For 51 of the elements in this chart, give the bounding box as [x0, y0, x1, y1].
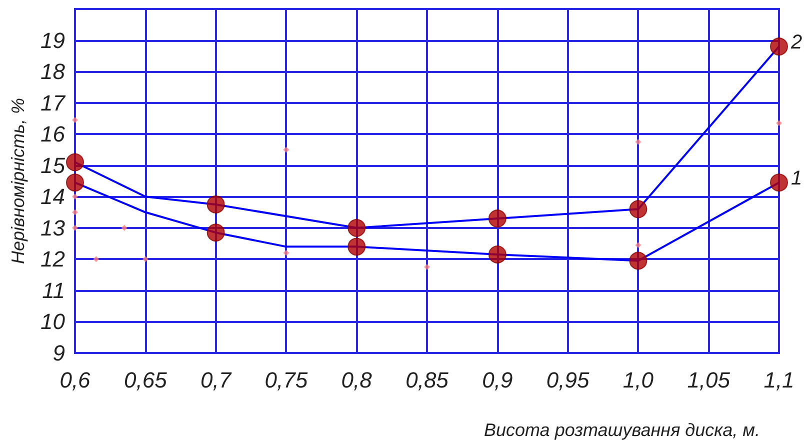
- y-tick-label: 10: [40, 309, 66, 334]
- series-label: 1: [791, 168, 802, 190]
- y-tick-label: 12: [40, 246, 65, 272]
- point: [635, 242, 642, 248]
- point: [776, 120, 782, 126]
- y-tick-label: 16: [40, 122, 66, 147]
- point: [629, 252, 648, 270]
- point: [348, 218, 366, 237]
- point: [206, 195, 225, 214]
- x-tick-label: 0,65: [124, 368, 168, 392]
- x-tick-label: 0,9: [482, 368, 513, 392]
- y-tick-label: 18: [40, 59, 66, 84]
- y-tick-label: 14: [40, 184, 65, 210]
- x-tick-label: 1,05: [687, 368, 731, 392]
- x-tick-label: 0,8: [341, 368, 373, 392]
- x-tick-label: 0,95: [546, 368, 590, 392]
- y-axis-title: Нерівномірність, %: [8, 98, 28, 264]
- y-tick-label: 19: [40, 28, 65, 53]
- point: [488, 245, 506, 264]
- y-tick-label: 13: [40, 215, 66, 240]
- point: [121, 224, 128, 231]
- x-axis-title: Висота розташування диска, м.: [484, 420, 760, 440]
- point: [66, 153, 84, 172]
- point: [635, 138, 642, 145]
- point: [488, 210, 506, 228]
- x-tick-label: 1,1: [764, 368, 794, 392]
- x-tick-label: 0,6: [60, 368, 92, 392]
- point: [72, 117, 78, 124]
- point: [93, 256, 100, 262]
- point: [629, 200, 648, 218]
- x-tick-label: 0,85: [406, 368, 450, 392]
- point: [283, 146, 290, 153]
- point: [142, 256, 148, 262]
- x-tick-label: 0,75: [264, 368, 308, 392]
- point: [66, 174, 84, 192]
- point: [206, 224, 225, 242]
- y-tick-label: 9: [52, 340, 65, 366]
- y-tick-label: 17: [40, 90, 66, 116]
- x-tick-label: 1,0: [622, 368, 654, 392]
- point: [72, 194, 78, 200]
- point: [348, 238, 366, 256]
- point: [72, 224, 78, 231]
- point: [770, 174, 788, 192]
- series-label: 2: [790, 32, 802, 54]
- x-tick-label: 0,7: [200, 368, 232, 392]
- point: [72, 209, 78, 216]
- y-tick-label: 11: [42, 278, 65, 303]
- point: [770, 38, 788, 56]
- point: [283, 250, 290, 256]
- y-tick-label: 15: [40, 152, 66, 178]
- point: [424, 264, 430, 270]
